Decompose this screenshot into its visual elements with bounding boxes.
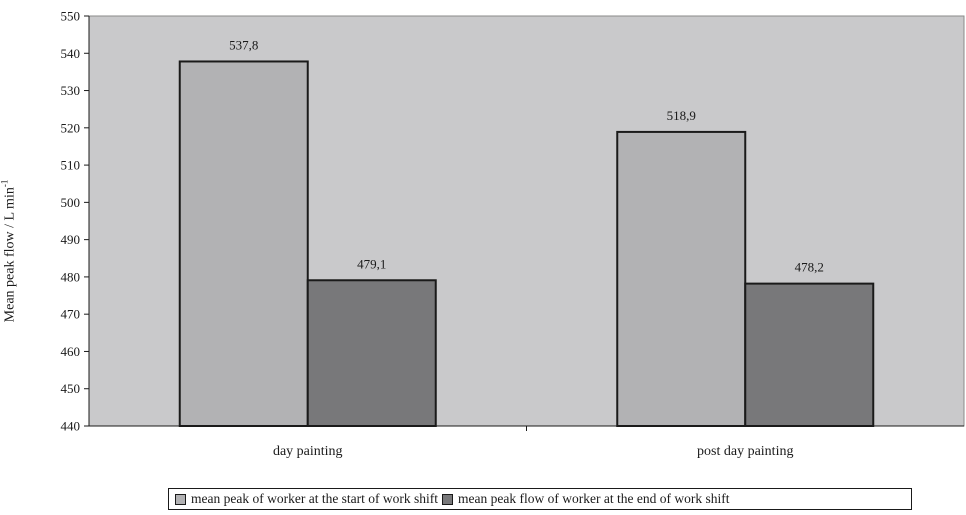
- x-category-label: post day painting: [697, 444, 793, 459]
- legend-item-end-shift: mean peak flow of worker at the end of w…: [442, 491, 729, 507]
- bar: [744, 282, 875, 428]
- y-tick-label: 520: [61, 120, 81, 135]
- y-tick-label: 530: [61, 83, 81, 98]
- legend-swatch-end-shift: [442, 493, 454, 505]
- bars: [178, 60, 875, 428]
- y-tick-label: 460: [61, 344, 81, 359]
- x-axis-categories: day painting post day painting: [273, 426, 793, 459]
- legend-item-start-shift: mean peak of worker at the start of work…: [175, 491, 438, 507]
- bar: [178, 60, 309, 428]
- y-axis-ticks: 440 450 460 470 480 490 500 510 520 530 540 550: [61, 9, 89, 434]
- bar-value-label: 479,1: [357, 256, 386, 271]
- y-tick-label: 470: [61, 307, 81, 322]
- bar-value-label: 537,8: [229, 37, 258, 52]
- y-axis-title-superscript: -1: [0, 179, 10, 188]
- y-tick-label: 450: [61, 381, 81, 396]
- y-tick-label: 480: [61, 269, 81, 284]
- x-category-label: day painting: [273, 444, 343, 459]
- legend-swatch-start-shift: [175, 493, 186, 505]
- y-tick-label: 550: [61, 9, 81, 24]
- y-tick-label: 500: [61, 195, 81, 210]
- y-tick-label: 440: [61, 419, 81, 434]
- bar: [306, 279, 437, 427]
- bar: [616, 130, 747, 427]
- legend: mean peak of worker at the start of work…: [168, 488, 912, 510]
- y-axis-title-text: Mean peak flow / L min: [2, 187, 18, 323]
- y-axis-title: Mean peak flow / L min-1: [0, 180, 18, 323]
- bar-value-label: 478,2: [795, 260, 824, 275]
- legend-label-end-shift: mean peak flow of worker at the end of w…: [458, 491, 730, 506]
- y-tick-label: 540: [61, 46, 81, 61]
- y-tick-label: 490: [61, 232, 81, 247]
- data-labels: 537,8 479,1 518,9 478,2: [229, 37, 824, 274]
- bar-value-label: 518,9: [667, 108, 696, 123]
- legend-label-start-shift: mean peak of worker at the start of work…: [191, 491, 439, 506]
- y-tick-label: 510: [61, 158, 81, 173]
